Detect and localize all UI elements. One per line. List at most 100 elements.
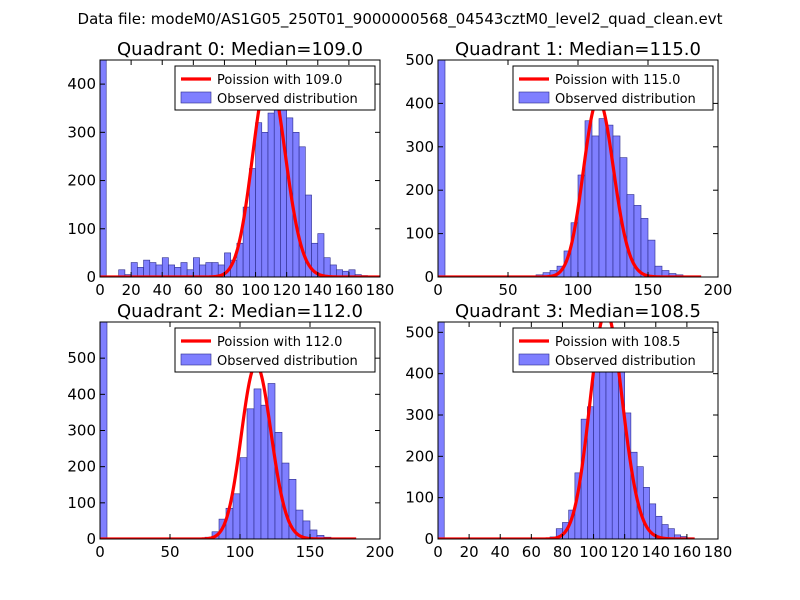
legend-bar-swatch xyxy=(518,353,550,366)
legend-label-observed: Observed distribution xyxy=(217,354,358,369)
y-tick-label: 0 xyxy=(424,268,434,286)
x-tick-label: 20 xyxy=(122,281,141,299)
histogram-bar xyxy=(647,239,656,277)
x-tick-label: 200 xyxy=(704,281,733,299)
x-tick-label: 150 xyxy=(634,281,663,299)
histogram-bar xyxy=(193,257,200,277)
x-tick-label: 180 xyxy=(366,281,395,299)
histogram-bar xyxy=(246,408,255,539)
histogram-bar xyxy=(591,135,600,277)
x-tick-label: 100 xyxy=(579,543,608,561)
y-tick-label: 0 xyxy=(86,530,96,548)
legend: Poission with 109.0 Observed distribution xyxy=(174,65,376,111)
y-tick-label: 200 xyxy=(67,458,96,476)
x-tick-label: 0 xyxy=(95,281,105,299)
y-tick-label: 300 xyxy=(405,406,434,424)
histogram-bar xyxy=(317,233,325,277)
y-tick-label: 200 xyxy=(67,172,96,190)
x-tick-label: 50 xyxy=(498,281,517,299)
legend: Poission with 115.0 Observed distribution xyxy=(512,65,714,111)
x-tick-label: 100 xyxy=(226,543,255,561)
axes-frame xyxy=(437,321,719,540)
legend-bar-swatch xyxy=(518,91,550,104)
panel-quadrant-1: 0 50 100 150 200 0 100 200 300 400 500 Quadrant 1: … xyxy=(405,39,732,299)
panel-quadrant-2: 0 50 100 150 200 0 100 200 300 400 500 Quadrant 2: … xyxy=(67,301,394,561)
x-tick-label: 0 xyxy=(95,543,105,561)
y-tick-label: 100 xyxy=(67,220,96,238)
histogram-bar xyxy=(598,118,607,277)
histogram-bar xyxy=(199,264,207,277)
y-tick-label: 400 xyxy=(67,75,96,93)
poisson-curve xyxy=(100,363,358,539)
y-tick-label: 0 xyxy=(86,268,96,286)
x-tick-label: 40 xyxy=(491,543,510,561)
x-tick-label: 140 xyxy=(641,543,670,561)
x-tick-label: 50 xyxy=(160,543,179,561)
y-tick-label: 500 xyxy=(67,349,96,367)
x-tick-label: 60 xyxy=(522,543,541,561)
y-tick-label: 100 xyxy=(67,494,96,512)
histogram-bar xyxy=(232,493,241,539)
y-tick-label: 100 xyxy=(405,225,434,243)
y-tick-label: 200 xyxy=(405,447,434,465)
panel-title: Quadrant 2: Median=112.0 xyxy=(117,301,363,322)
y-tick-label: 300 xyxy=(67,422,96,440)
legend-bar-swatch xyxy=(180,91,212,104)
legend-label-poisson: Poission with 115.0 xyxy=(555,73,680,88)
histogram-bar xyxy=(267,112,275,277)
panel-title: Quadrant 3: Median=108.5 xyxy=(455,301,701,322)
histogram-bar xyxy=(260,404,269,539)
histogram-bar xyxy=(168,264,175,277)
panel-title: Quadrant 0: Median=109.0 xyxy=(117,39,363,60)
x-tick-label: 150 xyxy=(296,543,325,561)
legend-label-poisson: Poission with 109.0 xyxy=(217,73,342,88)
y-tick-label: 500 xyxy=(405,51,434,69)
histogram-bar xyxy=(323,257,331,277)
legend-label-observed: Observed distribution xyxy=(217,92,358,107)
histogram-bar xyxy=(130,262,138,277)
x-tick-label: 100 xyxy=(564,281,593,299)
y-tick-label: 500 xyxy=(405,323,434,341)
x-tick-label: 140 xyxy=(303,281,332,299)
y-tick-label: 400 xyxy=(405,94,434,112)
y-tick-label: 400 xyxy=(405,365,434,383)
histogram-bar xyxy=(155,264,163,277)
y-tick-label: 200 xyxy=(405,181,434,199)
y-tick-label: 0 xyxy=(424,530,434,548)
legend-label-observed: Observed distribution xyxy=(555,354,696,369)
histogram-bar xyxy=(288,479,297,539)
legend-label-poisson: Poission with 108.5 xyxy=(555,335,680,350)
x-tick-label: 20 xyxy=(460,543,479,561)
histogram-bar xyxy=(161,257,169,277)
x-tick-label: 180 xyxy=(704,543,733,561)
histogram-bar xyxy=(667,528,675,539)
histogram-bar xyxy=(261,132,269,277)
histogram-bar xyxy=(438,60,446,277)
y-tick-label: 300 xyxy=(67,123,96,141)
x-tick-label: 0 xyxy=(433,281,443,299)
panel-quadrant-3: 0 20 40 60 80 100 120 140 160 1800100200300400500… xyxy=(405,301,732,561)
x-tick-label: 0 xyxy=(433,543,443,561)
histogram-bar xyxy=(593,360,601,539)
histogram-bar xyxy=(143,259,151,277)
poisson-curve xyxy=(438,322,696,539)
x-tick-label: 80 xyxy=(215,281,234,299)
x-tick-label: 120 xyxy=(272,281,301,299)
x-tick-label: 120 xyxy=(610,543,639,561)
histogram-bar xyxy=(100,60,107,277)
x-tick-label: 40 xyxy=(153,281,172,299)
histogram-bar xyxy=(438,322,445,539)
x-tick-label: 100 xyxy=(241,281,270,299)
y-tick-label: 300 xyxy=(405,138,434,156)
y-tick-label: 100 xyxy=(405,489,434,507)
x-tick-label: 160 xyxy=(673,543,702,561)
legend: Poission with 108.5 Observed distribution xyxy=(512,327,714,373)
panel-quadrant-0: 0 20 40 60 80 100 120 140 160 1800100200300400Qua… xyxy=(67,39,394,299)
histogram-bar xyxy=(180,262,188,277)
panel-title: Quadrant 1: Median=115.0 xyxy=(455,39,701,60)
histogram-bar xyxy=(253,388,262,539)
histogram-bar xyxy=(640,218,649,277)
legend-bar-swatch xyxy=(180,353,212,366)
figure-suptitle: Data file: modeM0/AS1G05_250T01_90000005… xyxy=(78,10,723,29)
